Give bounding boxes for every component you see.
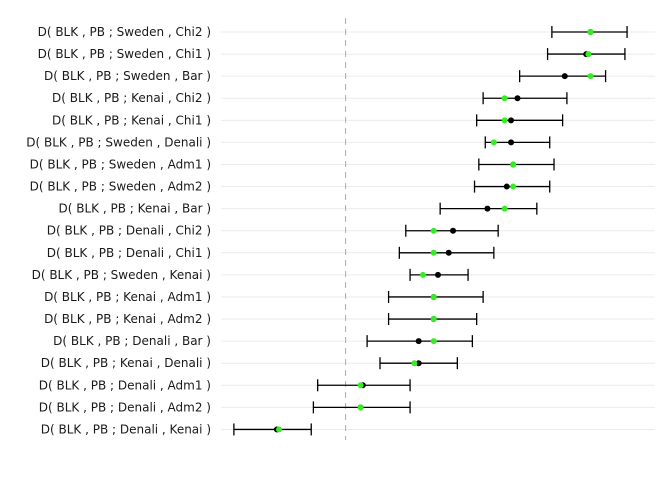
comparison-point — [501, 117, 508, 124]
forest-row-marks — [233, 423, 312, 436]
row-label: D( BLK , PB ; Denali , Adm2 ) — [39, 400, 211, 414]
row-label: D( BLK , PB ; Denali , Kenai ) — [41, 422, 211, 436]
comparison-point — [276, 426, 283, 433]
comparison-point — [419, 271, 426, 278]
estimate-point — [445, 249, 452, 256]
comparison-point — [357, 404, 364, 411]
forest-row-marks — [366, 335, 474, 348]
comparison-point — [357, 382, 364, 389]
row-label: D( BLK , PB ; Kenai , Chi2 ) — [52, 91, 211, 105]
comparison-point — [501, 205, 508, 212]
row-labels: D( BLK , PB ; Sweden , Chi2 ) D( BLK , PB… — [26, 25, 211, 436]
forest-row-marks — [398, 246, 495, 259]
forest-row-marks — [476, 114, 564, 127]
forest-row-marks — [409, 268, 469, 281]
comparison-point — [490, 139, 497, 146]
forest-row-marks — [387, 313, 478, 326]
comparison-point — [585, 51, 592, 58]
estimate-point — [415, 338, 422, 345]
row-label: D( BLK , PB ; Kenai , Adm2 ) — [44, 312, 211, 326]
estimate-point — [435, 271, 441, 278]
estimate-point — [508, 117, 515, 124]
estimate-point — [561, 73, 568, 80]
comparison-point — [411, 360, 418, 367]
estimate-point — [484, 205, 491, 212]
row-label: D( BLK , PB ; Kenai , Chi1 ) — [52, 113, 211, 127]
comparison-point — [501, 95, 508, 102]
estimate-point — [514, 95, 521, 102]
row-label: D( BLK , PB ; Sweden , Denali ) — [26, 135, 211, 149]
forest-row-marks — [387, 290, 484, 303]
estimate-point — [450, 227, 457, 234]
row-label: D( BLK , PB ; Denali , Chi2 ) — [47, 224, 211, 238]
forest-row-marks — [473, 180, 551, 193]
comparison-point — [587, 29, 594, 35]
row-label: D( BLK , PB ; Denali , Bar ) — [53, 334, 211, 348]
row-label: D( BLK , PB ; Denali , Adm1 ) — [39, 378, 211, 392]
comparison-point — [510, 161, 517, 168]
estimate-point — [415, 360, 422, 367]
row-label: D( BLK , PB ; Sweden , Adm2 ) — [30, 180, 211, 194]
row-label: D( BLK , PB ; Kenai , Bar ) — [58, 202, 211, 216]
forest-row-marks — [484, 136, 551, 149]
comparison-point — [430, 316, 437, 323]
forest-row-marks — [551, 26, 628, 38]
estimates-with-intervals — [233, 26, 628, 436]
forest-row-marks — [379, 357, 458, 370]
comparison-point — [430, 293, 437, 300]
comparison-point — [430, 338, 437, 345]
forest-row-marks — [546, 48, 626, 61]
forest-row-marks — [478, 158, 555, 171]
row-label: D( BLK , PB ; Sweden , Kenai ) — [32, 268, 211, 282]
row-label: D( BLK , PB ; Kenai , Denali ) — [41, 356, 211, 370]
estimate-point — [503, 183, 510, 190]
estimate-point — [508, 139, 515, 146]
row-label: D( BLK , PB ; Sweden , Adm1 ) — [30, 157, 211, 171]
forest-row-marks — [518, 70, 607, 83]
row-label: D( BLK , PB ; Sweden , Bar ) — [44, 69, 211, 83]
comparison-point — [430, 227, 437, 234]
comparison-point — [430, 249, 437, 256]
forest-row-marks — [312, 401, 411, 414]
row-label: D( BLK , PB ; Sweden , Chi1 ) — [38, 47, 211, 61]
forest-row-marks — [482, 92, 568, 105]
comparison-point — [510, 183, 517, 190]
comparison-point — [587, 73, 594, 80]
forest-row-marks — [439, 202, 538, 215]
row-label: D( BLK , PB ; Sweden , Chi2 ) — [38, 25, 211, 39]
row-label: D( BLK , PB ; Kenai , Adm1 ) — [44, 290, 211, 304]
forest-row-marks — [317, 379, 411, 392]
row-label: D( BLK , PB ; Denali , Chi1 ) — [47, 246, 211, 260]
forest-row-marks — [405, 224, 499, 237]
